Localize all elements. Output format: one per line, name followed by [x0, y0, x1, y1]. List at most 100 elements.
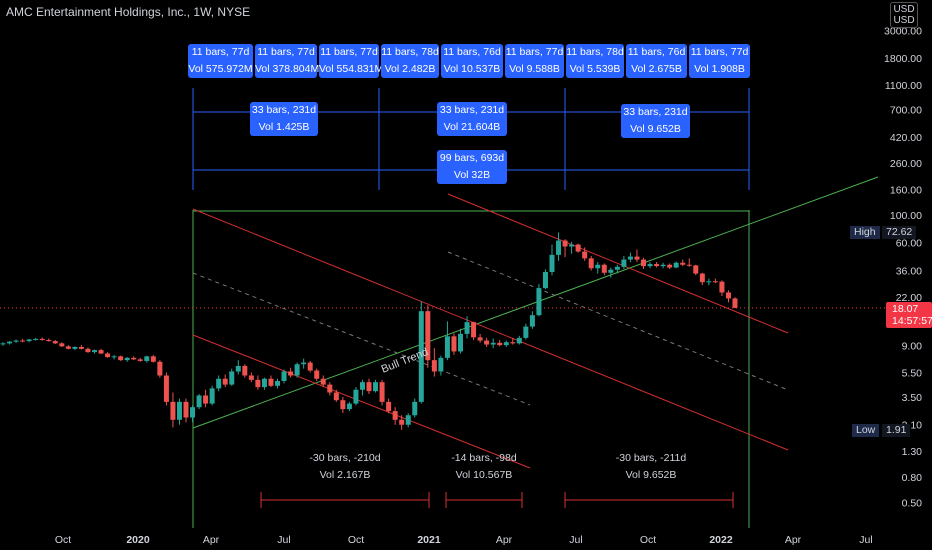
candle-body: [20, 340, 26, 342]
price-tick-label: 60.00: [896, 238, 922, 250]
candle-body: [46, 340, 52, 342]
candle-body: [641, 259, 646, 267]
bull-trend-line: [192, 176, 879, 429]
measure-note-3: -30 bars, -211d Vol 9.652B: [606, 450, 696, 484]
price-tick-label: 1800.00: [884, 53, 922, 65]
time-tick-label: Apr: [203, 534, 220, 546]
range-volume: Vol 378.804M: [255, 63, 320, 75]
range-third-box-2[interactable]: 33 bars, 231d Vol 21.604B: [437, 102, 507, 136]
candle-body: [654, 264, 660, 267]
price-tick-label: 22.00: [896, 292, 922, 304]
range-bars: 33 bars, 231d: [251, 104, 317, 116]
candle-body: [340, 400, 346, 410]
candles: [0, 232, 738, 430]
candle-body: [242, 365, 248, 376]
range-box-1[interactable]: 11 bars, 77d Vol 575.972M: [188, 44, 253, 78]
range-bars: 11 bars, 77d: [505, 46, 564, 58]
candle-body: [686, 264, 692, 266]
candle-body: [275, 380, 280, 386]
candle-body: [562, 240, 568, 247]
currency-top: USD: [893, 4, 915, 15]
candle-body: [78, 346, 84, 349]
range-third-box-3[interactable]: 33 bars, 231d Vol 9.652B: [621, 104, 690, 138]
candle-body: [386, 401, 392, 412]
candle-body: [392, 411, 398, 420]
range-volume: Vol 575.972M: [188, 63, 253, 75]
range-box-6[interactable]: 11 bars, 77d Vol 9.588B: [505, 44, 564, 78]
candle-body: [92, 350, 97, 353]
candle-body: [39, 338, 45, 341]
candle-body: [33, 338, 39, 340]
range-box-3[interactable]: 11 bars, 77d Vol 554.831M: [319, 44, 384, 78]
range-box-9[interactable]: 11 bars, 77d Vol 1.908B: [689, 44, 750, 78]
candle-body: [144, 356, 150, 361]
range-bars: 33 bars, 231d: [623, 106, 688, 118]
channel-upper-line: [192, 208, 789, 451]
candle-body: [477, 337, 483, 341]
measure-note-2: -14 bars, -98d Vol 10.567B: [442, 450, 526, 484]
range-bars: 33 bars, 231d: [439, 104, 505, 116]
candle-body: [72, 346, 78, 349]
candle-body: [464, 322, 470, 334]
candle-body: [346, 403, 352, 410]
range-volume: Vol 9.652B: [630, 123, 681, 135]
candle-body: [595, 264, 601, 269]
candle-body: [248, 375, 254, 380]
price-tick-label: 36.00: [896, 265, 922, 277]
candle-body: [98, 350, 104, 354]
range-bars: 11 bars, 77d: [320, 46, 378, 58]
candle-body: [418, 311, 424, 402]
candle-body: [268, 378, 274, 386]
price-tick-label: 1.30: [902, 446, 923, 458]
time-axis: Oct 2020 Apr Jul Oct 2021 Apr Jul Oct 2022 Apr Jul: [55, 534, 873, 546]
last-price: 18.07: [892, 303, 919, 315]
candle-body: [647, 264, 653, 267]
bar-countdown: 14:57:57: [892, 315, 932, 327]
measure-bars: -30 bars, -211d: [615, 452, 687, 464]
candle-body: [399, 419, 405, 425]
currency-badge[interactable]: USD USD: [890, 2, 918, 28]
channel-upper-line-2: [447, 193, 789, 334]
candle-body: [575, 244, 581, 252]
range-total-box[interactable]: 99 bars, 693d Vol 32B: [437, 150, 507, 184]
candle-body: [725, 292, 731, 299]
candle-body: [523, 326, 529, 338]
price-tick-label: 0.80: [902, 472, 923, 484]
price-tick-label: 700.00: [890, 104, 922, 116]
candle-body: [484, 340, 490, 345]
candle-body: [255, 379, 261, 388]
range-volume: Vol 1.908B: [694, 63, 745, 75]
candle-body: [229, 371, 235, 385]
candle-body: [59, 343, 65, 347]
range-volume: Vol 2.482B: [384, 63, 436, 75]
candle-body: [490, 342, 496, 345]
candle-body: [549, 254, 555, 272]
channel-mid-dashed-2: [447, 251, 789, 391]
price-tick-label: 0.50: [902, 498, 923, 510]
range-box-5[interactable]: 11 bars, 76d Vol 10.537B: [441, 44, 503, 78]
candle-body: [366, 382, 372, 392]
range-box-4[interactable]: 11 bars, 78d Vol 2.482B: [381, 44, 439, 78]
measure-note-1: -30 bars, -210d Vol 2.167B: [300, 450, 390, 484]
range-box-2[interactable]: 11 bars, 77d Vol 378.804M: [255, 44, 320, 78]
candle-body: [621, 259, 627, 267]
currency-bottom: USD: [893, 15, 915, 26]
candle-body: [471, 322, 477, 338]
range-box-7[interactable]: 11 bars, 78d Vol 5.539B: [566, 44, 624, 78]
channel-lower-line: [192, 334, 531, 469]
range-volume: Vol 9.588B: [509, 63, 560, 75]
range-box-8[interactable]: 11 bars, 76d Vol 2.675B: [626, 44, 687, 78]
candle-body: [732, 298, 738, 308]
candle-body: [569, 244, 575, 247]
candle-body: [105, 353, 111, 358]
candle-body: [261, 378, 267, 388]
candle-body: [7, 341, 13, 344]
candle-body: [373, 382, 379, 392]
range-bars: 11 bars, 76d: [443, 46, 501, 58]
range-volume: Vol 554.831M: [319, 63, 384, 75]
candle-body: [190, 407, 196, 418]
time-tick-label: Jul: [277, 534, 290, 546]
range-third-box-1[interactable]: 33 bars, 231d Vol 1.425B: [250, 102, 318, 136]
candle-body: [379, 382, 385, 402]
